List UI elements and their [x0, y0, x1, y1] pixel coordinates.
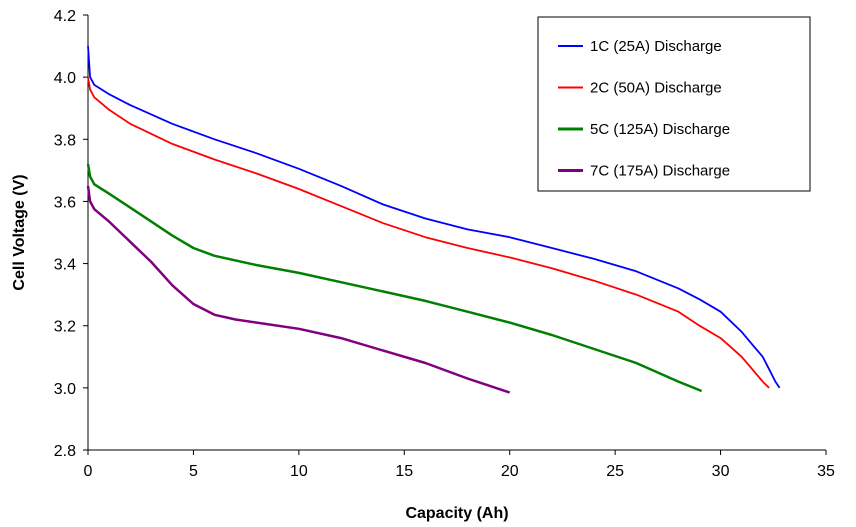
x-tick-label: 5: [189, 463, 198, 480]
tick-labels: 0 5 10 15 20 25 30 35 2.8 3.0 3.2 3.4 3.6 3.8 4.0 4.2: [54, 8, 835, 480]
series-line-2: [87, 76, 770, 389]
x-tick-label: 15: [395, 463, 413, 480]
x-tick-label: 10: [290, 463, 308, 480]
x-axis-title: Capacity (Ah): [405, 505, 508, 522]
axes: [87, 15, 826, 451]
legend-label-4: 7C (175A) Discharge: [590, 163, 730, 180]
y-tick-label: 3.0: [54, 381, 76, 398]
y-tick-label: 4.2: [54, 8, 76, 25]
x-tick-label: 0: [84, 463, 93, 480]
tick-marks: [83, 14, 827, 455]
y-tick-label: 2.8: [54, 443, 76, 460]
y-tick-label: 3.4: [54, 257, 76, 274]
series-lines: [86, 46, 781, 394]
x-tick-label: 35: [817, 463, 835, 480]
y-tick-label: 3.6: [54, 194, 76, 211]
legend-label-2: 2C (50A) Discharge: [590, 80, 722, 97]
legend-label-3: 5C (125A) Discharge: [590, 121, 730, 138]
legend-box: [537, 16, 811, 192]
series-line-3: [86, 163, 703, 393]
y-axis-title: Cell Voltage (V): [11, 174, 28, 290]
x-tick-label: 30: [712, 463, 730, 480]
series-line-1: [87, 46, 781, 389]
y-tick-label: 4.0: [54, 70, 76, 87]
y-tick-label: 3.2: [54, 319, 76, 336]
y-tick-label: 3.8: [54, 132, 76, 149]
legend-label-1: 1C (25A) Discharge: [590, 38, 722, 55]
x-tick-label: 20: [501, 463, 519, 480]
x-tick-label: 25: [606, 463, 624, 480]
series-line-4: [86, 185, 511, 394]
legend: 1C (25A) Discharge 2C (50A) Discharge 5C (…: [537, 16, 811, 192]
